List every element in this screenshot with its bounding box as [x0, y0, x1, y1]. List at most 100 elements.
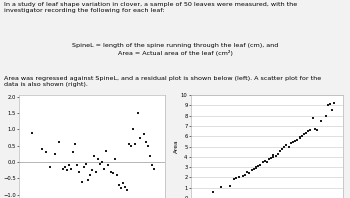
Point — [83, 162, 89, 165]
Point — [70, 151, 76, 154]
Point — [271, 155, 276, 158]
Point — [133, 143, 138, 146]
Point — [299, 135, 304, 138]
Point — [218, 185, 224, 188]
Point — [245, 171, 250, 174]
Point — [281, 145, 287, 148]
Point — [318, 119, 324, 122]
Point — [81, 165, 86, 168]
Point — [135, 111, 140, 115]
Point — [277, 149, 283, 152]
Point — [48, 165, 53, 168]
Point — [66, 164, 72, 167]
Point — [122, 185, 128, 188]
Point — [292, 140, 298, 143]
Point — [79, 180, 84, 183]
Point — [104, 149, 109, 152]
Point — [210, 190, 215, 193]
Point — [137, 136, 142, 139]
Point — [126, 143, 132, 146]
Point — [149, 164, 155, 167]
Point — [93, 170, 99, 173]
Point — [310, 116, 315, 119]
Point — [260, 160, 265, 164]
Point — [297, 137, 302, 140]
Point — [68, 167, 74, 170]
Point — [39, 147, 45, 150]
Point — [77, 170, 82, 173]
Point — [145, 144, 151, 147]
Point — [97, 162, 103, 165]
Point — [266, 157, 272, 160]
Point — [114, 173, 120, 177]
Point — [56, 141, 62, 144]
Point — [227, 184, 233, 187]
Point — [106, 164, 111, 167]
Point — [312, 128, 317, 131]
Point — [131, 128, 136, 131]
Point — [120, 182, 126, 185]
Point — [329, 109, 335, 112]
Point — [60, 167, 66, 170]
Point — [108, 170, 113, 173]
Point — [253, 166, 259, 169]
Point — [102, 167, 107, 170]
Point — [247, 172, 252, 175]
Point — [249, 169, 254, 172]
Point — [124, 188, 130, 191]
Text: Area was regressed against SpineL, and a residual plot is shown below (left). A : Area was regressed against SpineL, and a… — [4, 76, 321, 87]
Point — [301, 133, 307, 136]
Point — [290, 141, 296, 144]
Point — [231, 178, 237, 181]
Text: SpineL = length of the spine running through the leaf (cm), and
Area = Actual ar: SpineL = length of the spine running thr… — [72, 43, 278, 56]
Point — [147, 154, 153, 157]
Point — [116, 183, 122, 187]
Point — [110, 172, 116, 175]
Point — [288, 142, 294, 145]
Point — [279, 147, 285, 150]
Point — [258, 164, 263, 167]
Point — [112, 157, 118, 160]
Point — [141, 133, 147, 136]
Point — [99, 160, 105, 164]
Point — [240, 175, 246, 178]
Point — [264, 160, 270, 164]
Point — [325, 104, 330, 107]
Point — [268, 156, 274, 159]
Point — [308, 129, 313, 132]
Point — [236, 176, 241, 179]
Point — [303, 131, 309, 135]
Point — [253, 167, 259, 170]
Point — [43, 151, 49, 154]
Point — [75, 164, 80, 167]
Y-axis label: Area: Area — [174, 140, 179, 153]
Point — [271, 153, 276, 156]
Point — [323, 114, 328, 117]
Point — [327, 103, 333, 106]
Point — [52, 152, 57, 155]
Point — [314, 129, 320, 132]
Y-axis label: Resid: Resid — [0, 138, 1, 155]
Point — [85, 178, 91, 182]
Point — [273, 154, 278, 157]
Point — [286, 145, 292, 148]
Point — [29, 131, 35, 134]
Point — [143, 141, 149, 144]
Point — [234, 177, 239, 180]
Point — [262, 159, 267, 163]
Point — [64, 169, 70, 172]
Point — [89, 169, 95, 172]
Point — [256, 165, 261, 168]
Point — [72, 143, 78, 146]
Point — [284, 144, 289, 147]
Point — [294, 139, 300, 142]
Point — [275, 152, 281, 155]
Point — [87, 173, 93, 177]
Point — [331, 102, 337, 105]
Point — [306, 129, 311, 133]
Text: In a study of leaf shape variation in clover, a sample of 50 leaves were measure: In a study of leaf shape variation in cl… — [4, 2, 297, 13]
Point — [128, 144, 134, 147]
Point — [118, 187, 124, 190]
Point — [91, 154, 97, 157]
Point — [151, 167, 157, 170]
